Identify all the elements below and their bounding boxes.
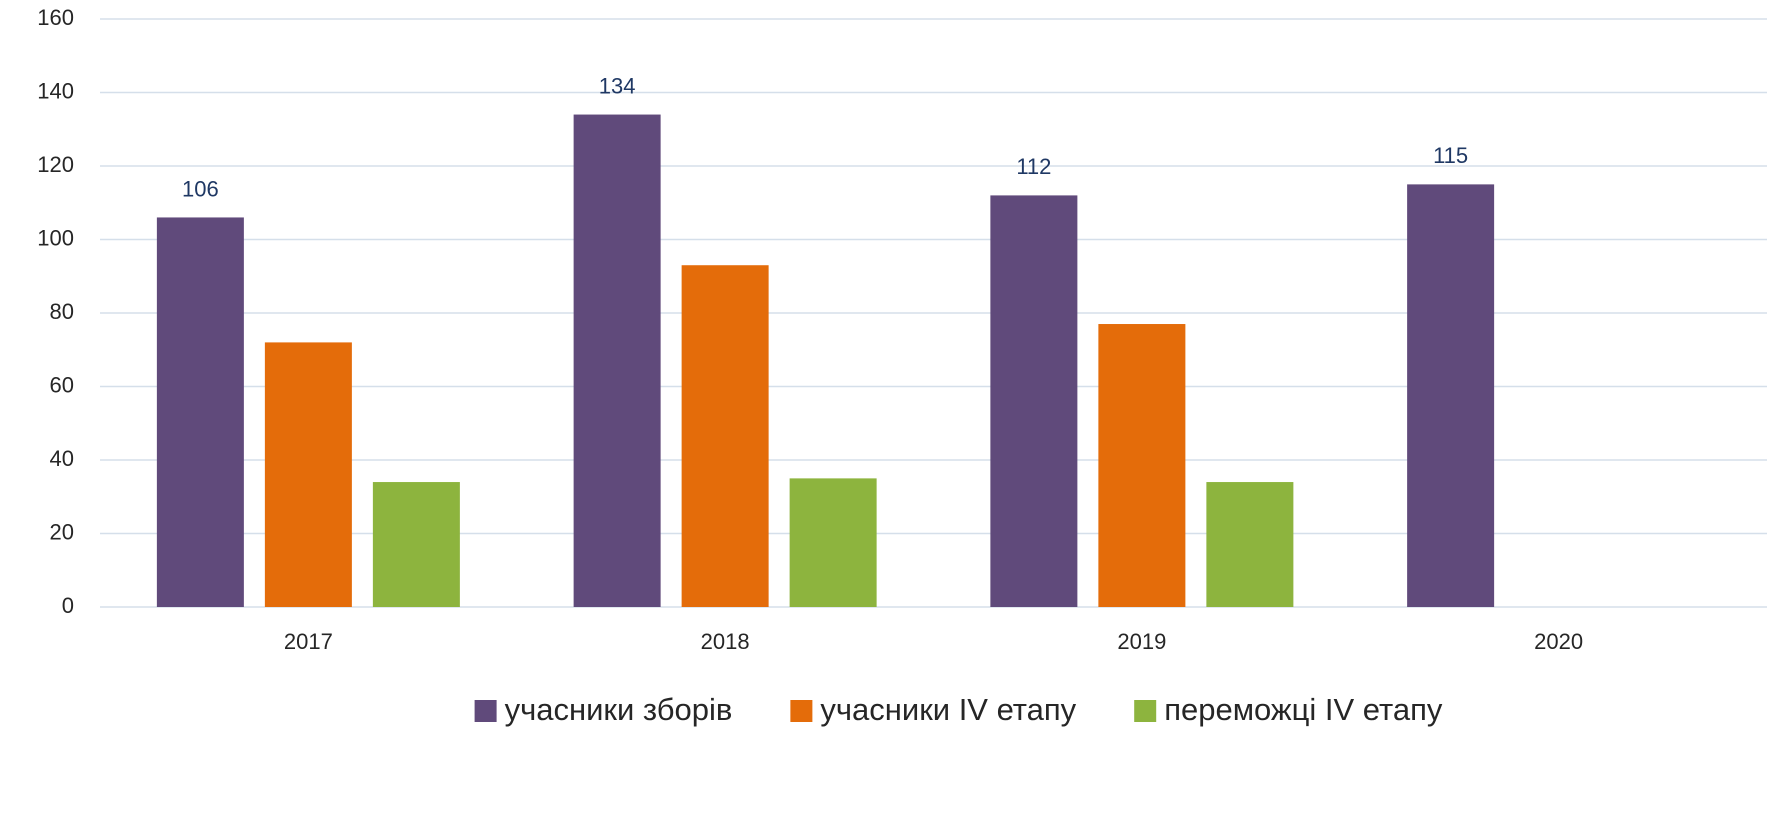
value-label: 106 [182, 176, 219, 201]
y-tick-label: 20 [50, 519, 74, 544]
y-tick-label: 0 [62, 593, 74, 618]
bar [1098, 324, 1186, 607]
y-tick-label: 100 [37, 225, 74, 250]
x-tick-label: 2020 [1534, 629, 1583, 654]
bar [264, 342, 352, 607]
bar [1407, 184, 1495, 607]
y-tick-label: 120 [37, 152, 74, 177]
bar [681, 265, 769, 607]
y-tick-label: 80 [50, 299, 74, 324]
legend-swatch [790, 700, 813, 722]
x-tick-label: 2019 [1117, 629, 1166, 654]
value-label: 115 [1433, 143, 1468, 168]
legend-label: переможці IV етапу [1164, 692, 1443, 727]
legend-label: учасники зборів [505, 692, 733, 727]
bar [1206, 482, 1294, 607]
legend-label: учасники IV етапу [820, 692, 1076, 727]
y-tick-label: 60 [50, 372, 74, 397]
y-tick-label: 40 [50, 446, 74, 471]
value-label: 112 [1016, 154, 1051, 179]
x-tick-label: 2017 [284, 629, 333, 654]
bar [573, 114, 661, 608]
value-label: 134 [599, 73, 636, 98]
bar [156, 217, 244, 607]
bar [789, 478, 877, 607]
bar [372, 482, 460, 607]
y-tick-label: 140 [37, 78, 74, 103]
bar [990, 195, 1078, 607]
legend-swatch [1134, 700, 1157, 722]
y-tick-label: 160 [37, 5, 74, 30]
legend-swatch [474, 700, 497, 722]
x-tick-label: 2018 [701, 629, 750, 654]
